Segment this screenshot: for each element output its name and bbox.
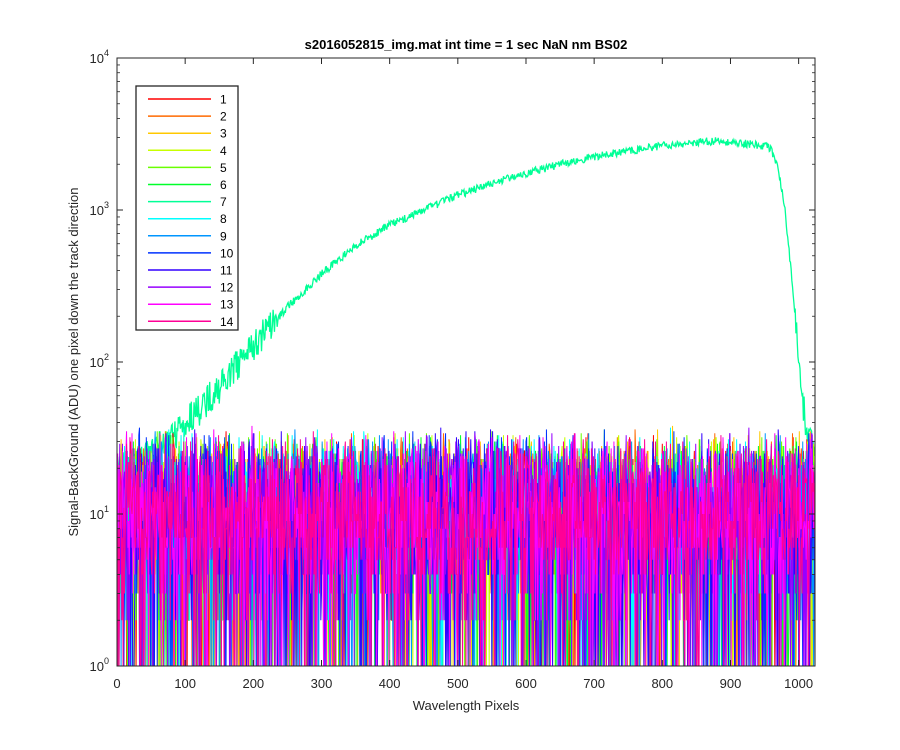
legend-label: 6 — [220, 178, 227, 192]
legend-item-11[interactable]: 11 — [148, 264, 233, 278]
legend-label: 3 — [220, 127, 227, 141]
series-layer — [117, 137, 815, 666]
x-tick-label: 900 — [720, 676, 742, 691]
legend-item-8[interactable]: 8 — [148, 212, 227, 226]
legend-label: 11 — [220, 264, 233, 278]
legend-item-5[interactable]: 5 — [148, 161, 227, 175]
x-axis-label: Wavelength Pixels — [413, 698, 520, 713]
x-tick-label: 0 — [113, 676, 120, 691]
legend-label: 7 — [220, 195, 227, 209]
legend-item-4[interactable]: 4 — [148, 144, 227, 158]
x-tick-label: 1000 — [784, 676, 813, 691]
chart-title: s2016052815_img.mat int time = 1 sec NaN… — [305, 37, 628, 52]
legend-item-9[interactable]: 9 — [148, 229, 227, 243]
legend-item-13[interactable]: 13 — [148, 298, 234, 312]
legend-box — [135, 85, 239, 331]
legend-label: 10 — [220, 246, 234, 260]
legend-label: 2 — [220, 110, 227, 124]
y-axis-label: Signal-BackGround (ADU) one pixel down t… — [66, 187, 81, 536]
legend-item-10[interactable]: 10 — [148, 246, 234, 260]
x-tick-label: 600 — [515, 676, 537, 691]
x-tick-label: 700 — [583, 676, 605, 691]
x-tick-label: 400 — [379, 676, 401, 691]
x-tick-label: 800 — [651, 676, 673, 691]
legend-item-2[interactable]: 2 — [148, 110, 227, 124]
legend-label: 1 — [220, 93, 227, 107]
series-line-14 — [117, 431, 815, 666]
legend-item-7[interactable]: 7 — [148, 195, 227, 209]
y-tick-label: 103 — [90, 200, 109, 218]
legend-item-12[interactable]: 12 — [148, 281, 234, 295]
legend-item-1[interactable]: 1 — [148, 93, 227, 107]
x-tick-label: 200 — [242, 676, 264, 691]
legend-label: 8 — [220, 212, 227, 226]
legend-item-14[interactable]: 14 — [148, 315, 234, 329]
y-tick-label: 100 — [90, 656, 109, 674]
legend-item-3[interactable]: 3 — [148, 127, 227, 141]
y-tick-label: 104 — [90, 48, 109, 66]
legend-label: 13 — [220, 298, 234, 312]
y-tick-label: 102 — [90, 352, 109, 370]
legend-label: 5 — [220, 161, 227, 175]
tick-layer: 0 100 200 300 400 500 600 700 800 900 100010010110… — [90, 48, 815, 691]
y-tick-label: 101 — [90, 504, 109, 522]
x-tick-label: 300 — [311, 676, 333, 691]
series-line-7 — [117, 137, 815, 485]
legend-label: 4 — [220, 144, 227, 158]
legend-label: 14 — [220, 315, 234, 329]
x-tick-label: 500 — [447, 676, 469, 691]
legend-label: 9 — [220, 229, 227, 243]
legend-label: 12 — [220, 281, 234, 295]
x-tick-label: 100 — [174, 676, 196, 691]
legend-item-6[interactable]: 6 — [148, 178, 227, 192]
